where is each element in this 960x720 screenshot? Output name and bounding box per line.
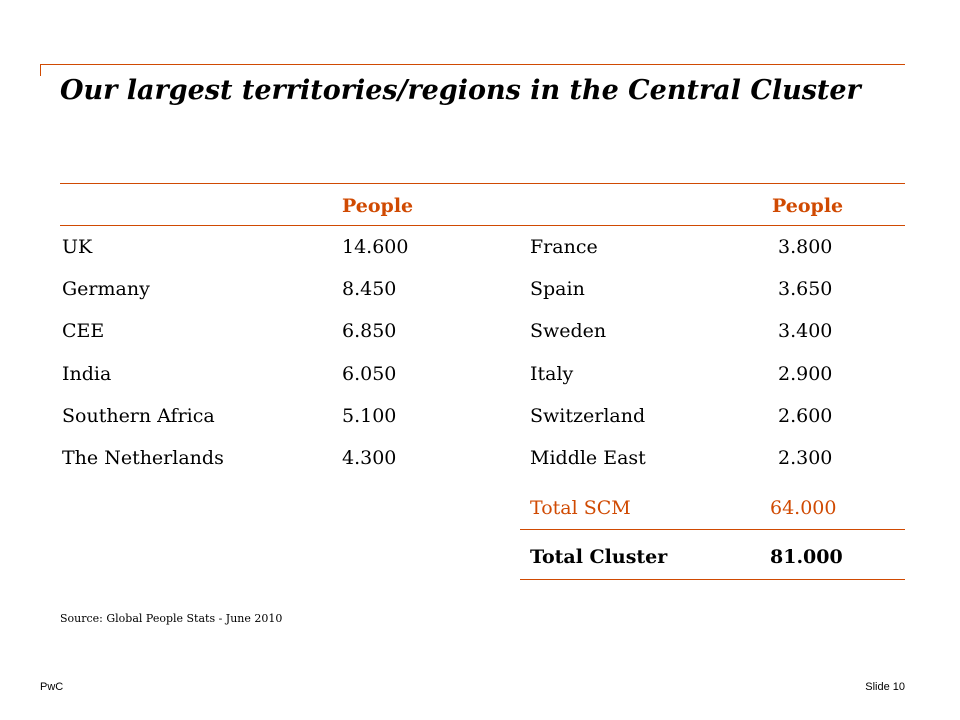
people-count: 2.900 [778,363,833,385]
title-frame-line [40,64,905,65]
column-header-people-left: People [342,195,414,217]
title-frame-tick [40,64,41,76]
people-count: 6.850 [342,320,397,342]
total-cluster-rule [520,579,905,580]
people-count: 8.450 [342,278,397,300]
people-count: 2.600 [778,405,833,427]
table-header-rule [60,225,905,226]
total-scm-value: 64.000 [770,497,837,519]
people-count: 3.650 [778,278,833,300]
table-top-rule [60,183,905,184]
total-scm-label: Total SCM [530,497,631,519]
people-count: 5.100 [342,405,397,427]
region-name: CEE [62,320,105,342]
footer-brand: PwC [40,681,64,693]
column-header-people-right: People [772,195,844,217]
region-name: India [62,363,112,385]
people-count: 6.050 [342,363,397,385]
region-name: Sweden [530,320,607,342]
people-count: 3.400 [778,320,833,342]
region-name: Southern Africa [62,405,215,427]
region-name: Spain [530,278,585,300]
people-count: 14.600 [342,236,409,258]
people-count: 4.300 [342,447,397,469]
region-name: Middle East [530,447,646,469]
region-name: Switzerland [530,405,646,427]
region-name: Italy [530,363,574,385]
people-count: 3.800 [778,236,833,258]
total-cluster-label: Total Cluster [530,546,668,568]
source-note: Source: Global People Stats - June 2010 [60,612,283,625]
region-name: UK [62,236,93,258]
region-name: Germany [62,278,150,300]
total-cluster-value: 81.000 [770,546,843,568]
slide-number: Slide 10 [865,681,905,693]
total-scm-rule [520,529,905,530]
people-count: 2.300 [778,447,833,469]
region-name: The Netherlands [62,447,224,469]
slide-title: Our largest territories/regions in the C… [60,75,861,106]
region-name: France [530,236,598,258]
